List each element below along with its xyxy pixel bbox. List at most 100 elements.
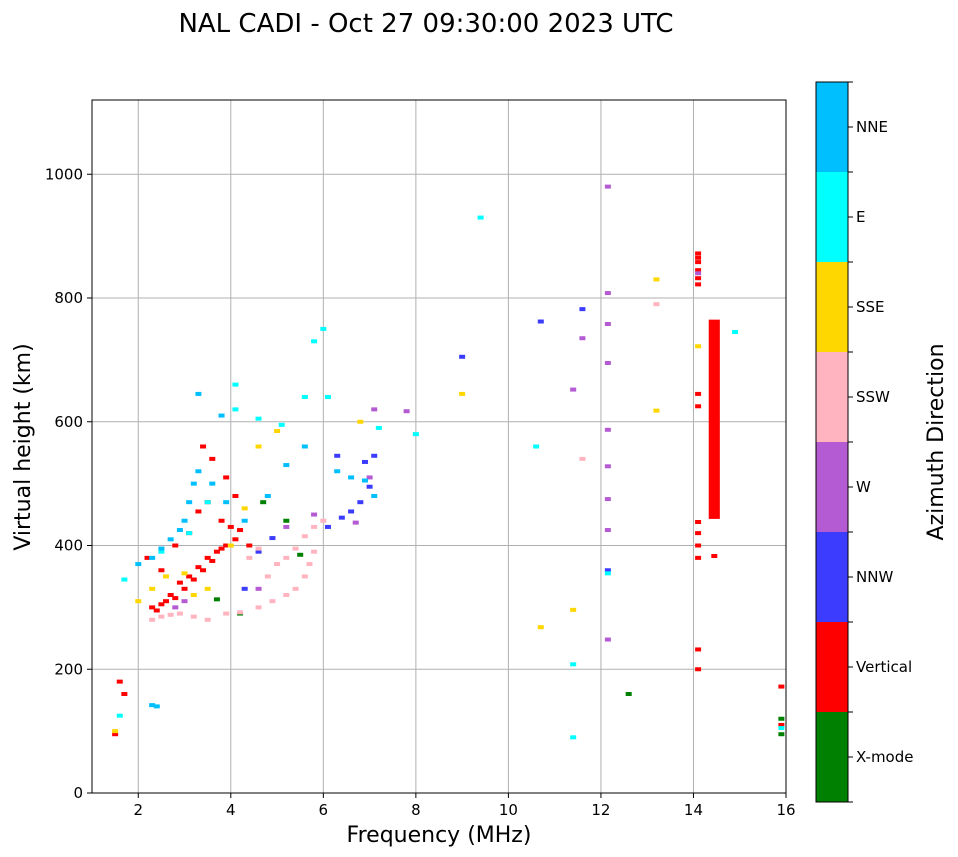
colorbar-segment	[816, 352, 848, 442]
echo-point	[778, 722, 785, 727]
echo-point	[604, 321, 611, 326]
grid-lines	[92, 100, 787, 794]
echo-point	[778, 716, 785, 721]
echo-point	[144, 555, 151, 560]
echo-point	[348, 475, 355, 480]
colorbar-segment	[816, 172, 848, 262]
colorbar-frame	[815, 81, 849, 803]
echo-point	[186, 500, 193, 505]
echo-point	[311, 339, 318, 344]
colorbar-segment	[816, 712, 848, 802]
echo-point	[695, 667, 702, 672]
series-e	[116, 215, 785, 740]
plot-frame	[91, 99, 787, 794]
echo-point	[361, 478, 368, 483]
echo-point	[135, 599, 142, 604]
colorbar-tick-label: SSW	[856, 388, 890, 406]
echo-point	[149, 703, 156, 708]
echo-point	[176, 528, 183, 533]
echo-point	[246, 555, 253, 560]
echo-point	[334, 469, 341, 474]
echo-point	[357, 419, 364, 424]
echo-point	[232, 407, 239, 412]
echo-point	[283, 518, 290, 523]
echo-point	[158, 602, 165, 607]
echo-block	[708, 319, 720, 519]
echo-point	[200, 568, 207, 573]
echo-point	[711, 554, 718, 559]
echo-point	[158, 549, 165, 554]
echo-point	[232, 494, 239, 498]
colorbar-tick-label: NNW	[856, 568, 893, 586]
echo-point	[537, 319, 544, 324]
echo-point	[241, 506, 248, 511]
echo-point	[320, 326, 327, 331]
colorbar-tick-label: NNE	[856, 118, 888, 136]
echo-point	[218, 518, 225, 523]
echo-point	[112, 729, 119, 734]
colorbar-label: Azimuth Direction	[924, 343, 949, 540]
echo-point	[227, 524, 234, 529]
echo-point	[190, 481, 197, 486]
echo-point	[604, 528, 611, 533]
echo-point	[167, 612, 174, 617]
echo-point	[324, 395, 331, 399]
echo-point	[204, 617, 211, 622]
echo-point	[149, 586, 156, 591]
echo-point	[153, 608, 160, 613]
echo-point	[213, 597, 220, 602]
echo-point	[604, 497, 611, 502]
echo-point	[167, 537, 174, 542]
x-tick-label: 8	[411, 801, 421, 819]
echo-point	[176, 611, 183, 616]
echo-point	[695, 404, 702, 409]
colorbar-tick-label: W	[856, 478, 871, 496]
echo-point	[371, 494, 378, 498]
echo-point	[158, 568, 165, 573]
echo-point	[778, 684, 785, 689]
echo-point	[232, 382, 239, 387]
echo-point	[604, 637, 611, 642]
echo-point	[732, 330, 739, 335]
echo-point	[255, 416, 262, 421]
y-axis: 0 200 400 600 800 1000	[45, 165, 92, 802]
echo-point	[459, 354, 466, 359]
echo-point	[412, 432, 419, 437]
series-nne	[135, 391, 378, 709]
echo-point	[579, 307, 586, 312]
echo-point	[375, 425, 382, 430]
echo-point	[135, 562, 142, 567]
echo-point	[695, 271, 702, 276]
echo-point	[324, 524, 331, 529]
echo-point	[695, 519, 702, 524]
echo-point	[695, 268, 702, 273]
echo-point	[181, 518, 188, 523]
echo-point	[653, 302, 660, 307]
echo-point	[116, 679, 123, 684]
echo-point	[255, 605, 262, 610]
echo-point	[570, 607, 577, 612]
echo-point	[112, 732, 119, 737]
echo-point	[269, 599, 276, 604]
echo-point	[579, 456, 586, 461]
echo-point	[158, 546, 165, 551]
echo-point	[292, 586, 299, 591]
echo-point	[116, 713, 123, 718]
echo-point	[213, 549, 220, 554]
echo-point	[604, 568, 611, 573]
echo-point	[695, 344, 702, 349]
echo-point	[204, 586, 211, 591]
echo-point	[255, 586, 262, 591]
x-tick-label: 16	[776, 801, 795, 819]
echo-point	[348, 509, 355, 514]
echo-point	[604, 571, 611, 576]
echo-point	[403, 409, 410, 414]
echo-point	[278, 422, 285, 427]
echo-point	[181, 571, 188, 576]
echo-point	[625, 692, 632, 696]
echo-point	[223, 475, 230, 480]
echo-point	[190, 614, 197, 619]
colorbar: X-mode Vertical NNW W SSW SSE E NNE	[815, 81, 913, 803]
